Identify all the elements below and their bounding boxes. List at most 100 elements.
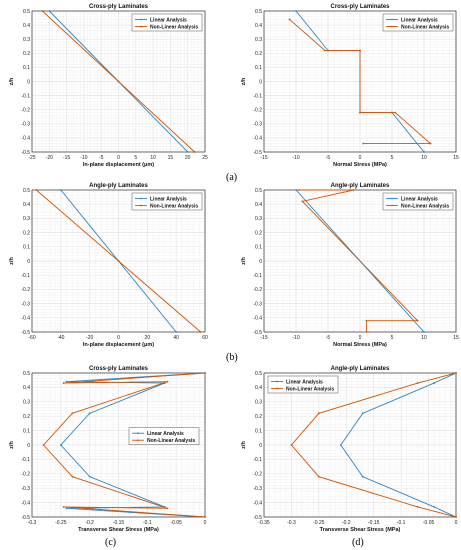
- x-tick-label: -5: [326, 155, 331, 161]
- y-axis-label: z/h: [241, 441, 247, 449]
- y-tick-label: 0.4: [23, 202, 30, 208]
- data-point: [71, 412, 74, 415]
- data-point: [48, 10, 51, 12]
- x-tick-label: -0.2: [85, 520, 94, 526]
- x-tick-label: -10: [292, 335, 299, 341]
- chart-title: Angle-ply Laminates: [331, 183, 390, 189]
- x-tick-label: -0.1: [397, 520, 406, 526]
- y-axis-label: z/h: [9, 441, 15, 449]
- y-tick-label: -0.3: [21, 122, 30, 128]
- legend-box: [267, 375, 339, 394]
- legend-label: Linear Analysis: [401, 17, 438, 23]
- data-point: [317, 475, 320, 478]
- chart-a-left: -25 -20 -15 -10 -5 0 5 10 15 20 25 -0.5 -0.4 -0.3 -0.2…: [9, 4, 208, 168]
- x-tick-label: -0.25: [55, 520, 67, 526]
- legend-box: [128, 427, 200, 445]
- y-tick-label: -0.3: [21, 486, 30, 492]
- y-axis-label: z/h: [9, 257, 15, 265]
- x-tick-label: 0: [455, 520, 458, 526]
- axes-frame: [263, 10, 457, 153]
- x-tick-label: 60: [202, 335, 208, 341]
- data-point: [365, 331, 368, 333]
- legend-label: Linear Analysis: [150, 196, 187, 202]
- data-point: [166, 507, 169, 510]
- y-tick-label: 0.2: [255, 51, 262, 57]
- x-tick-label: 20: [185, 155, 191, 161]
- panel-label-a: (a): [226, 172, 238, 183]
- data-point: [193, 151, 196, 153]
- data-point: [423, 331, 425, 333]
- y-tick-label: 0: [259, 443, 262, 449]
- x-tick-label: -0.2: [342, 520, 351, 526]
- legend-marker: [140, 18, 142, 21]
- x-tick-label: 10: [421, 155, 427, 161]
- x-axis-label: In-plane displacement (μm): [83, 342, 154, 348]
- y-tick-label: -0.3: [21, 301, 30, 307]
- data-point: [455, 372, 457, 374]
- data-point: [175, 331, 178, 333]
- x-tick-label: -0.05: [423, 520, 435, 526]
- data-point: [433, 506, 435, 508]
- legend-box: [131, 192, 203, 211]
- x-tick-label: -0.35: [258, 520, 270, 526]
- x-tick-label: -0.3: [28, 520, 37, 526]
- data-point: [298, 189, 301, 191]
- y-tick-label: -0.4: [253, 500, 262, 506]
- data-point: [35, 189, 38, 191]
- y-tick-label: 0.2: [255, 414, 262, 420]
- y-tick-label: -0.1: [21, 93, 30, 99]
- data-point: [288, 18, 291, 21]
- y-tick-label: -0.2: [21, 108, 30, 114]
- series-line-nonlinear: [299, 190, 419, 332]
- x-tick-label: 15: [453, 155, 459, 161]
- data-point: [186, 151, 189, 153]
- x-axis-label: Transverse Shear Stress (MPa): [78, 527, 159, 533]
- x-tick-label: 5: [391, 155, 394, 161]
- y-tick-label: -0.5: [253, 330, 262, 336]
- x-tick-label: -10: [292, 155, 299, 161]
- legend-marker: [391, 25, 393, 28]
- legend-marker: [391, 197, 393, 200]
- y-tick-label: 0.4: [255, 385, 262, 391]
- y-tick-label: 0: [27, 79, 30, 85]
- y-tick-label: -0.5: [21, 330, 30, 336]
- y-tick-label: -0.1: [21, 273, 30, 279]
- y-tick-label: 0.2: [23, 51, 30, 57]
- chart-title: Cross-ply Laminates: [89, 4, 149, 10]
- data-point: [317, 412, 320, 415]
- x-tick-label: 0: [359, 335, 362, 341]
- chart-d: -0.35 -0.3 -0.25 -0.2 -0.15 -0.1 -0.05 0 -0.5 -0.…: [241, 366, 458, 533]
- chart-c: -0.3 -0.25 -0.2 -0.15 -0.1 -0.05 0 -0.5 -0.4 -0.3…: [9, 366, 207, 533]
- legend-marker: [137, 432, 139, 435]
- data-point: [301, 200, 304, 203]
- y-tick-label: -0.3: [253, 486, 262, 492]
- chart-title: Angle-ply Laminates: [331, 366, 390, 372]
- legend-label: Linear Analysis: [286, 379, 323, 385]
- y-tick-label: -0.2: [21, 472, 30, 478]
- series-line-nonlinear: [289, 19, 432, 144]
- axes-frame: [263, 189, 457, 333]
- data-point: [204, 372, 206, 374]
- data-point: [42, 444, 45, 446]
- data-point: [429, 142, 432, 145]
- data-point: [433, 382, 435, 384]
- chart-b-right: -15 -10 -5 0 5 10 15 -0.5 -0.4 -0.3 -0.2 -0.1 0 0.1 0.…: [241, 183, 459, 348]
- legend-label: Non-Linear Analysis: [401, 203, 449, 209]
- y-tick-label: -0.2: [253, 287, 262, 293]
- legend-marker: [140, 197, 142, 200]
- x-tick-label: -0.05: [170, 520, 182, 526]
- data-point: [362, 111, 365, 114]
- legend-marker: [276, 380, 278, 383]
- axes-frame: [263, 372, 457, 518]
- x-axis-label: Normal Stress (MPa): [333, 162, 387, 168]
- legend-box: [131, 13, 203, 32]
- axes-frame: [31, 189, 206, 333]
- data-point: [199, 331, 202, 333]
- legend-marker: [391, 18, 393, 21]
- data-point: [323, 49, 326, 52]
- y-tick-label: 0.5: [23, 371, 30, 377]
- legend-marker: [140, 204, 142, 207]
- data-point: [361, 475, 364, 478]
